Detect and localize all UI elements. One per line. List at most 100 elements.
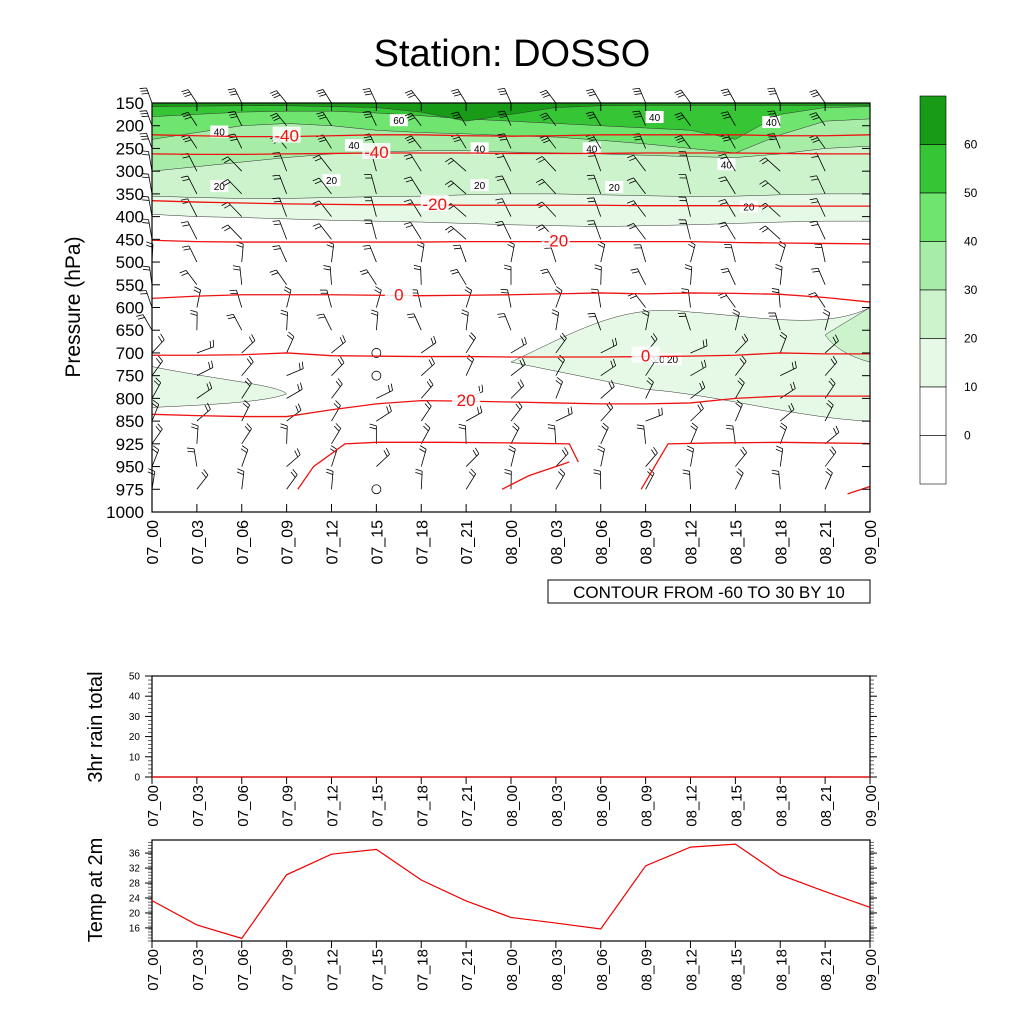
x-tick-label: 08_21 xyxy=(818,785,835,827)
wind-barb-feather xyxy=(512,425,518,431)
wind-barb-feather xyxy=(737,380,744,386)
wind-barb-feather xyxy=(461,309,469,313)
x-tick-label: 07_03 xyxy=(190,785,207,827)
wind-barb-feather xyxy=(567,407,570,415)
temperature-contour-line xyxy=(151,239,871,245)
wind-barb-feather xyxy=(723,93,731,97)
x-tick-label: 08_00 xyxy=(504,520,521,565)
wind-barb-shaft xyxy=(510,364,526,376)
wind-barb-feather xyxy=(631,271,640,274)
wind-barb-feather xyxy=(182,156,190,159)
wind-barb-feather xyxy=(499,138,507,141)
wind-barb-feather xyxy=(271,92,279,97)
wind-barb-feather xyxy=(810,114,818,118)
wind-barb-feather xyxy=(290,471,296,478)
wind-barb-feather xyxy=(452,136,460,140)
wind-barb-feather xyxy=(317,136,325,140)
y-tick-label: 24 xyxy=(129,893,141,904)
wind-barb-feather xyxy=(767,110,775,113)
wind-barb-feather xyxy=(386,406,390,414)
wind-barb-feather xyxy=(495,220,503,224)
wind-barb-feather xyxy=(323,265,331,268)
wind-barb-feather xyxy=(652,333,658,340)
wind-barb-feather xyxy=(187,447,195,450)
wind-barb-feather xyxy=(179,270,187,274)
colorbar-label: 30 xyxy=(964,283,978,297)
wind-barb-feather xyxy=(224,181,231,186)
wind-barb-feather xyxy=(314,180,322,185)
wind-barb-feather xyxy=(726,427,734,430)
colorbar-label: 40 xyxy=(964,235,978,249)
wind-barb-feather xyxy=(827,400,834,406)
wind-barb-shaft xyxy=(779,426,788,444)
x-tick-label: 07_06 xyxy=(235,949,252,991)
wind-barb-feather xyxy=(761,228,769,233)
wind-barb-feather xyxy=(688,243,695,249)
wind-barb-feather xyxy=(718,221,726,225)
wind-barb-feather xyxy=(561,332,567,339)
wind-barb-feather xyxy=(404,112,412,117)
wind-barb-shaft xyxy=(185,270,198,286)
wind-barb-feather xyxy=(658,408,660,416)
wind-barb-feather xyxy=(810,137,818,141)
wind-barb-feather xyxy=(626,177,634,181)
x-tick-label: 08_21 xyxy=(818,949,835,991)
wind-barb-feather xyxy=(792,381,796,389)
wind-barb-feather xyxy=(465,286,472,291)
wind-barb-feather xyxy=(776,445,783,450)
wind-barb-shaft xyxy=(196,367,214,377)
x-tick-label: 07_00 xyxy=(145,785,162,827)
wind-barb-feather xyxy=(587,312,595,315)
wind-barb-feather xyxy=(772,291,780,294)
x-tick-label: 07_21 xyxy=(459,949,476,991)
wind-barb-feather xyxy=(229,113,237,116)
wind-barb-feather xyxy=(722,271,730,274)
wind-barb-shaft xyxy=(510,406,523,422)
wind-barb-feather xyxy=(677,117,685,121)
wind-barb-feather xyxy=(280,426,288,430)
wind-barb-feather xyxy=(509,445,516,450)
colorbar-label: 10 xyxy=(964,380,978,394)
x-tick-label: 07_15 xyxy=(369,949,386,991)
wind-barb-feather xyxy=(230,138,238,141)
contour-label: 20 xyxy=(474,181,486,192)
y-tick-label: 800 xyxy=(116,389,144,408)
wind-barb-shaft xyxy=(241,361,254,376)
x-tick-label: 08_15 xyxy=(728,520,745,565)
wind-barb-feather xyxy=(809,112,817,116)
colorbar: 0 10 20 30 40 50 60 xyxy=(919,95,978,485)
wind-barb-feather xyxy=(772,472,780,475)
wind-barb-feather xyxy=(208,362,211,370)
wind-barb-feather xyxy=(722,113,730,117)
wind-barb-shaft xyxy=(554,425,557,444)
wind-barb-feather xyxy=(237,468,245,472)
wind-barb-feather xyxy=(676,92,683,96)
wind-barb-shaft xyxy=(241,340,256,354)
wind-barb-feather xyxy=(701,380,706,388)
contour-label-bg xyxy=(645,110,664,123)
wind-barb-feather xyxy=(771,287,779,290)
wind-barb-feather xyxy=(227,133,235,136)
wind-barb-feather xyxy=(741,336,746,343)
contour-label-bg xyxy=(717,158,736,171)
y-tick-label: 650 xyxy=(116,321,144,340)
wind-barb-feather xyxy=(273,178,281,180)
x-tick-label: 08_18 xyxy=(773,949,790,991)
wind-barb-feather xyxy=(458,427,466,430)
wind-barb-feather xyxy=(543,117,550,121)
wind-barb-feather xyxy=(496,178,504,181)
colorbar-box xyxy=(919,95,947,145)
wind-barb-feather xyxy=(180,198,188,201)
temperature-contour-surface xyxy=(847,485,871,495)
wind-barb-feather xyxy=(767,87,775,90)
wind-barb-feather xyxy=(184,94,192,97)
wind-barb-feather xyxy=(481,384,484,392)
wind-barb-feather xyxy=(522,357,526,365)
wind-barb-feather xyxy=(403,221,411,225)
wind-barb-feather xyxy=(369,423,377,427)
wind-barb-feather xyxy=(272,152,280,154)
x-tick-label: 07_12 xyxy=(325,520,342,565)
wind-barb-feather xyxy=(280,423,288,427)
wind-barb-shaft xyxy=(410,222,422,240)
wind-barb-feather xyxy=(206,383,210,391)
